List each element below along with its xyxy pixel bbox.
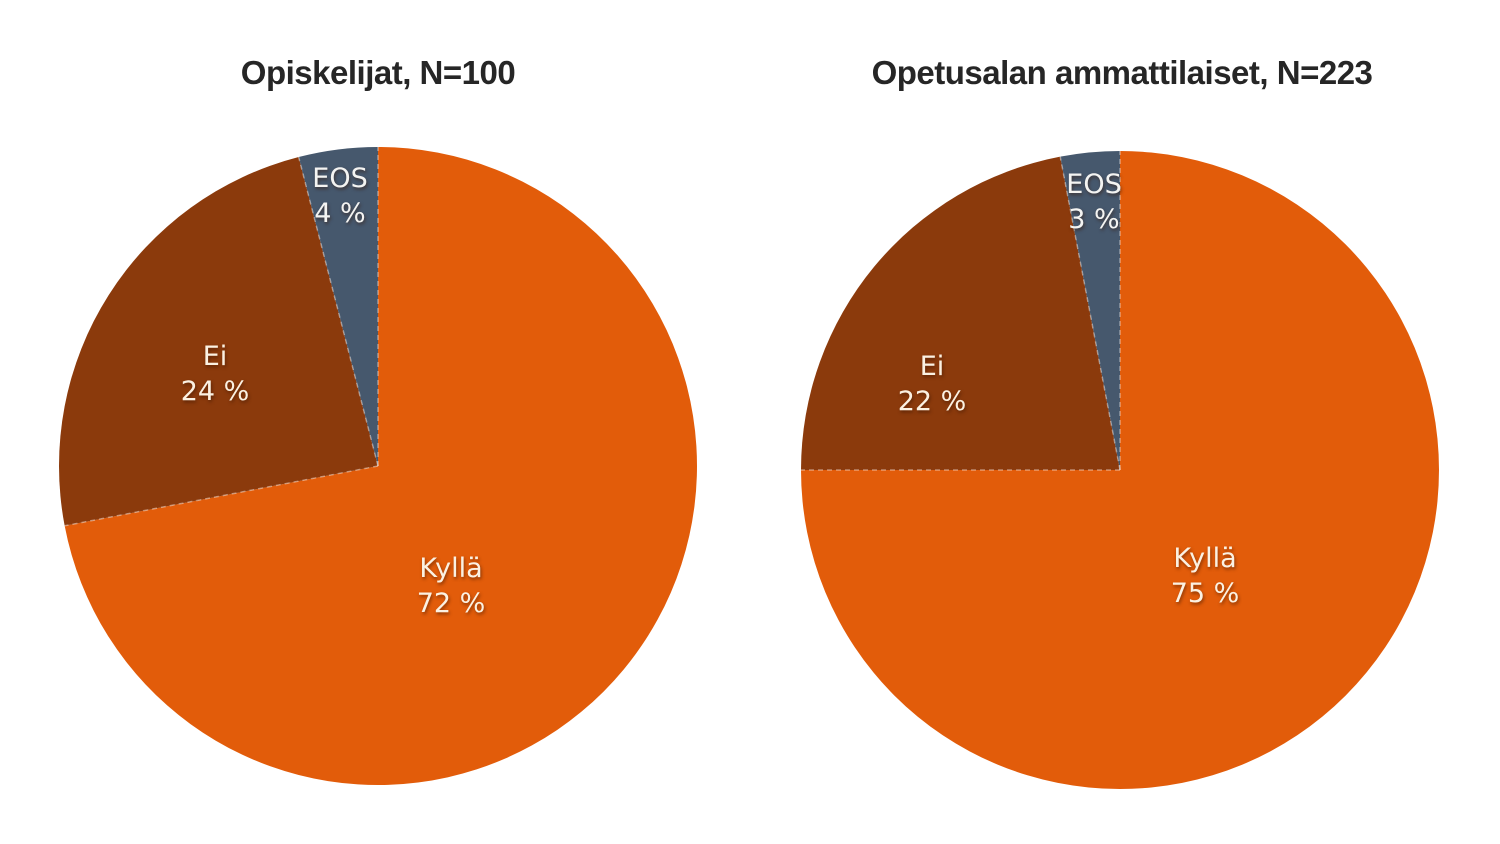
slice-label-eos-professionals: EOS 3 % <box>1066 167 1121 237</box>
slice-label-text: Ei <box>919 351 945 382</box>
slice-label-pct: 3 % <box>1068 204 1120 235</box>
pie-chart-professionals <box>801 151 1439 789</box>
pie-slice-eos-students <box>298 147 378 466</box>
slice-label-eos-students: EOS 4 % <box>312 161 367 231</box>
slice-boundary-line <box>297 156 379 467</box>
slice-label-kylla-professionals: Kyllä 75 % <box>1171 541 1240 611</box>
slice-label-text: Ei <box>202 341 228 372</box>
slice-label-text: EOS <box>1066 169 1122 200</box>
slice-label-pct: 24 % <box>180 376 250 407</box>
slice-label-pct: 22 % <box>897 386 967 417</box>
slice-label-text: Kyllä <box>1173 543 1237 574</box>
slice-label-ei-professionals: Ei 22 % <box>898 349 967 419</box>
pie-chart-students <box>58 147 697 785</box>
pie-slice-ei-professionals <box>801 156 1120 470</box>
slice-label-pct: 4 % <box>314 198 366 229</box>
slice-label-ei-students: Ei 24 % <box>181 339 250 409</box>
chart-title-professionals: Opetusalan ammattilaiset, N=223 <box>871 54 1373 91</box>
pie-slice-ei-students <box>58 157 378 526</box>
slice-boundary-line <box>1059 156 1121 471</box>
slice-label-pct: 72 % <box>416 588 486 619</box>
chart-title-students: Opiskelijat, N=100 <box>240 54 516 91</box>
slice-label-text: EOS <box>312 163 368 194</box>
slice-label-text: Kyllä <box>419 553 483 584</box>
pie-slice-eos-professionals <box>1060 151 1120 470</box>
slice-boundary-line <box>64 465 379 527</box>
slice-label-pct: 75 % <box>1170 578 1240 609</box>
slice-label-kylla-students: Kyllä 72 % <box>417 551 486 621</box>
pie-slice-kylla-students <box>64 147 697 785</box>
